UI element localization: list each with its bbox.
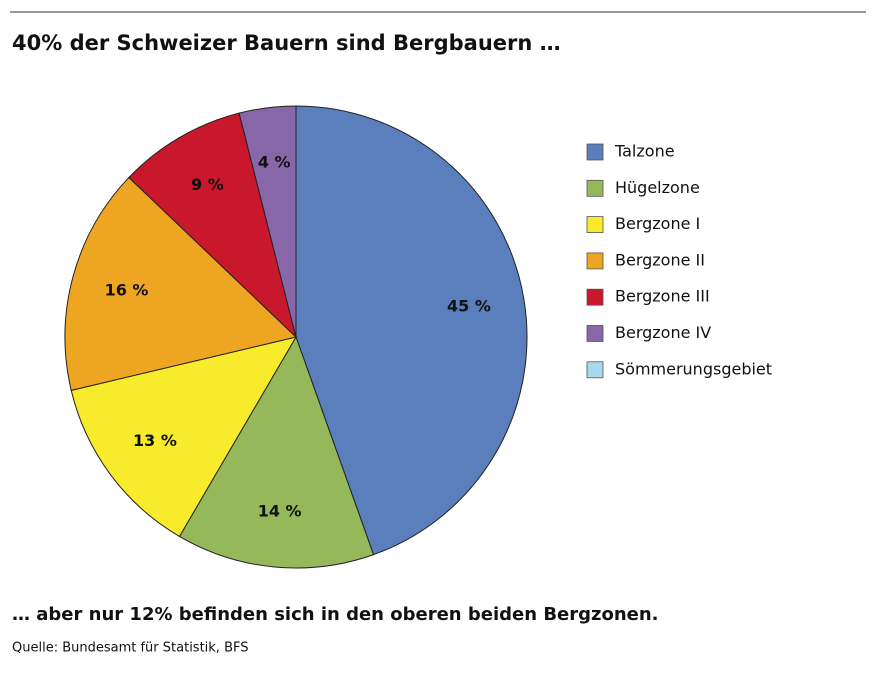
- value-label: 4 %: [258, 152, 291, 171]
- legend-label: Hügelzone: [615, 178, 700, 197]
- legend-swatch: [586, 143, 604, 161]
- legend-label: Bergzone I: [615, 214, 700, 233]
- value-label: 16 %: [105, 281, 149, 300]
- value-label: 45 %: [447, 297, 491, 316]
- pie-slice: [70, 336, 298, 538]
- pie-slice: [178, 335, 375, 569]
- value-label: 13 %: [133, 431, 177, 450]
- source: Quelle: Bundesamt für Statistik, BFS: [12, 641, 249, 656]
- chart-title: 40% der Schweizer Bauern sind Bergbauern…: [12, 31, 561, 55]
- legend-swatch: [586, 252, 604, 270]
- value-label: 9 %: [191, 175, 224, 194]
- legend-swatch: [586, 216, 604, 234]
- legend-label: Bergzone IV: [615, 323, 711, 342]
- legend-label: Bergzone III: [615, 287, 710, 306]
- legend-label: Sömmerungsgebiet: [615, 359, 772, 378]
- legend-swatch: [586, 288, 604, 306]
- value-label: 14 %: [258, 501, 302, 520]
- legend-swatch: [586, 361, 604, 379]
- pie-slice: [128, 112, 297, 339]
- legend-label: Bergzone II: [615, 250, 705, 269]
- pie-slice: [64, 176, 298, 392]
- annotation: … aber nur 12% befinden sich in den ober…: [12, 604, 659, 625]
- legend-swatch: [586, 325, 604, 342]
- legend-label: Talzone: [614, 142, 675, 161]
- pie-slice: [295, 105, 528, 556]
- legend-swatch: [586, 179, 604, 197]
